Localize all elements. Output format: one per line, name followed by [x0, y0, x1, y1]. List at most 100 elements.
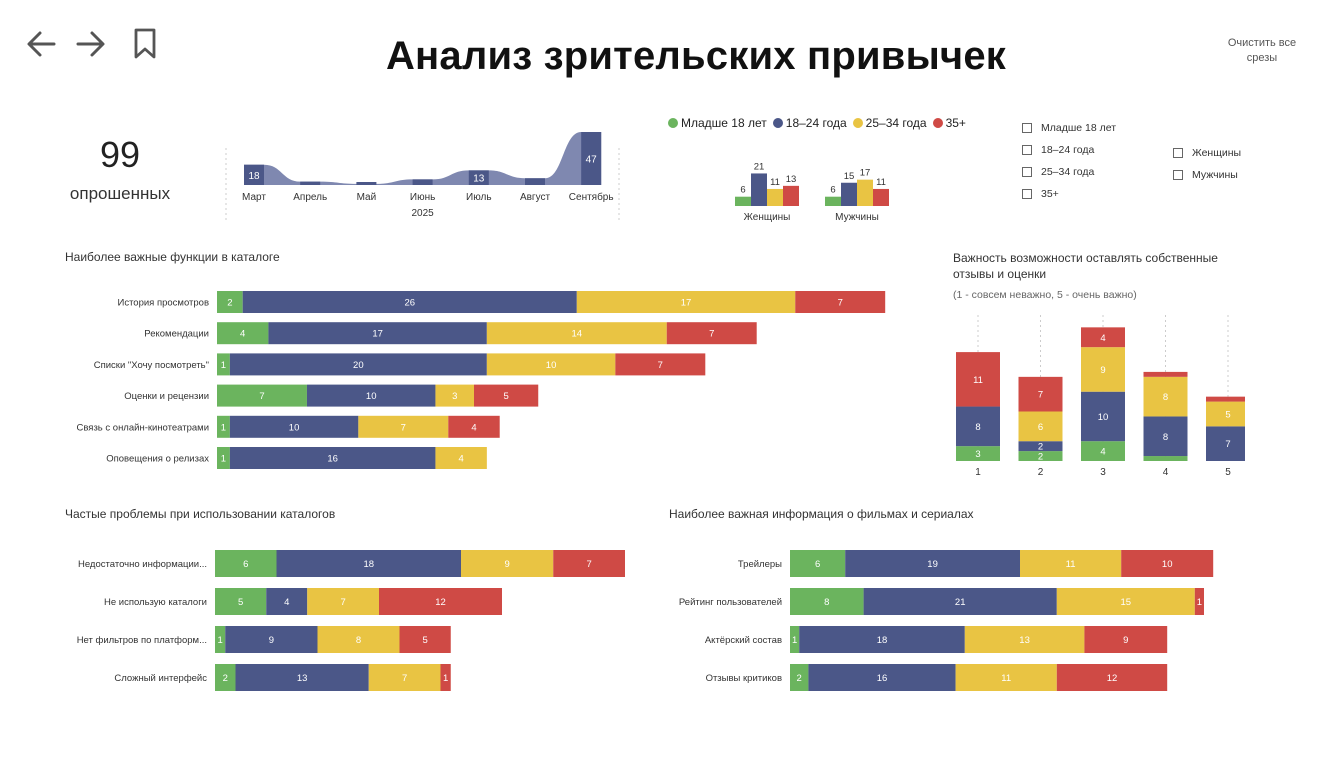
bar-segment[interactable] — [217, 384, 307, 407]
bar-segment[interactable] — [448, 415, 500, 438]
reviews-segment[interactable] — [1081, 327, 1125, 348]
bar-segment[interactable] — [358, 415, 449, 438]
reviews-segment[interactable] — [1143, 456, 1188, 461]
reviews-segment[interactable] — [1018, 451, 1063, 461]
reviews-segment[interactable] — [1081, 347, 1125, 392]
reviews-segment[interactable] — [1206, 396, 1245, 402]
bar-segment[interactable] — [215, 550, 277, 577]
bar-segment[interactable] — [1194, 588, 1204, 615]
bar-segment[interactable] — [461, 550, 554, 577]
bar-segment[interactable] — [955, 664, 1057, 691]
bar-segment[interactable] — [1020, 550, 1122, 577]
checkbox-icon[interactable] — [1022, 123, 1032, 133]
bar-segment[interactable] — [229, 447, 436, 469]
bar-segment[interactable] — [215, 588, 267, 615]
bar-segment[interactable] — [217, 447, 230, 469]
gender-slicer-item[interactable]: Мужчины — [1173, 164, 1241, 186]
gender-bar[interactable] — [751, 173, 767, 206]
reviews-segment[interactable] — [1143, 376, 1188, 417]
checkbox-icon[interactable] — [1022, 189, 1032, 199]
age-slicer-item[interactable]: 35+ — [1022, 183, 1116, 205]
reviews-segment[interactable] — [1018, 376, 1063, 412]
bar-segment[interactable] — [217, 291, 243, 313]
age-slicer-item[interactable]: 18–24 года — [1022, 139, 1116, 161]
reviews-segment[interactable] — [1206, 426, 1245, 461]
bar-segment[interactable] — [790, 626, 800, 653]
bar-segment[interactable] — [215, 664, 236, 691]
bar-segment[interactable] — [217, 415, 230, 438]
checkbox-icon[interactable] — [1022, 145, 1032, 155]
reviews-segment[interactable] — [1081, 441, 1125, 461]
checkbox-icon[interactable] — [1173, 170, 1183, 180]
bar-segment[interactable] — [474, 384, 539, 407]
forward-arrow-icon[interactable] — [72, 26, 108, 62]
checkbox-icon[interactable] — [1173, 148, 1183, 158]
reviews-segment[interactable] — [956, 446, 1000, 461]
reviews-segment[interactable] — [1018, 441, 1063, 452]
bar-segment[interactable] — [306, 384, 436, 407]
reviews-segment[interactable] — [1081, 391, 1125, 442]
gender-slicer-item[interactable]: Женщины — [1173, 142, 1241, 164]
bar-segment[interactable] — [435, 384, 474, 407]
bar-segment[interactable] — [666, 322, 757, 345]
reviews-segment[interactable] — [1206, 401, 1245, 427]
bar-segment[interactable] — [799, 626, 965, 653]
bar-segment[interactable] — [1056, 588, 1195, 615]
checkbox-icon[interactable] — [1022, 167, 1032, 177]
bar-segment[interactable] — [790, 588, 864, 615]
bar-segment[interactable] — [225, 626, 318, 653]
bar-segment[interactable] — [229, 415, 359, 438]
reviews-segment[interactable] — [956, 352, 1000, 407]
month-bar[interactable] — [356, 182, 377, 185]
bar-segment[interactable] — [845, 550, 1020, 577]
bar-segment[interactable] — [790, 550, 846, 577]
month-bar[interactable] — [468, 170, 489, 185]
bar-segment[interactable] — [964, 626, 1085, 653]
bar-segment[interactable] — [486, 322, 667, 345]
bar-segment[interactable] — [215, 626, 226, 653]
reviews-segment[interactable] — [1018, 411, 1063, 442]
bar-segment[interactable] — [1056, 664, 1168, 691]
age-slicer-item[interactable]: 25–34 года — [1022, 161, 1116, 183]
reviews-segment[interactable] — [1143, 416, 1188, 457]
bar-segment[interactable] — [307, 588, 379, 615]
bar-segment[interactable] — [266, 588, 308, 615]
bar-segment[interactable] — [790, 664, 809, 691]
bar-segment[interactable] — [242, 291, 577, 313]
bar-segment[interactable] — [229, 353, 487, 376]
month-bar[interactable] — [525, 178, 545, 185]
bar-segment[interactable] — [808, 664, 956, 691]
month-bar[interactable] — [244, 164, 264, 185]
bar-segment[interactable] — [268, 322, 487, 345]
month-bar[interactable] — [581, 132, 602, 185]
bar-segment[interactable] — [615, 353, 706, 376]
gender-bar[interactable] — [825, 196, 841, 206]
bar-segment[interactable] — [276, 550, 462, 577]
bar-segment[interactable] — [795, 291, 886, 313]
reviews-segment[interactable] — [956, 406, 1000, 447]
back-arrow-icon[interactable] — [24, 26, 60, 62]
gender-bar[interactable] — [873, 188, 889, 206]
bar-segment[interactable] — [1121, 550, 1214, 577]
gender-bar[interactable] — [735, 196, 751, 206]
bar-segment[interactable] — [863, 588, 1057, 615]
clear-slicers-button[interactable]: Очистить все срезы — [1227, 37, 1297, 64]
bar-segment[interactable] — [576, 291, 796, 313]
gender-bar[interactable] — [841, 182, 857, 206]
bookmark-icon[interactable] — [128, 26, 164, 62]
bar-segment[interactable] — [317, 626, 400, 653]
gender-bar[interactable] — [783, 185, 799, 206]
bar-segment[interactable] — [217, 322, 269, 345]
reviews-segment[interactable] — [1143, 371, 1188, 377]
bar-segment[interactable] — [235, 664, 369, 691]
bar-segment[interactable] — [399, 626, 451, 653]
month-bar[interactable] — [412, 179, 433, 185]
gender-bar[interactable] — [767, 188, 783, 206]
bar-segment[interactable] — [368, 664, 441, 691]
gender-bar[interactable] — [857, 179, 873, 206]
bar-segment[interactable] — [553, 550, 625, 577]
bar-segment[interactable] — [440, 664, 451, 691]
age-slicer-item[interactable]: Младше 18 лет — [1022, 117, 1116, 139]
bar-segment[interactable] — [486, 353, 616, 376]
bar-segment[interactable] — [217, 353, 230, 376]
